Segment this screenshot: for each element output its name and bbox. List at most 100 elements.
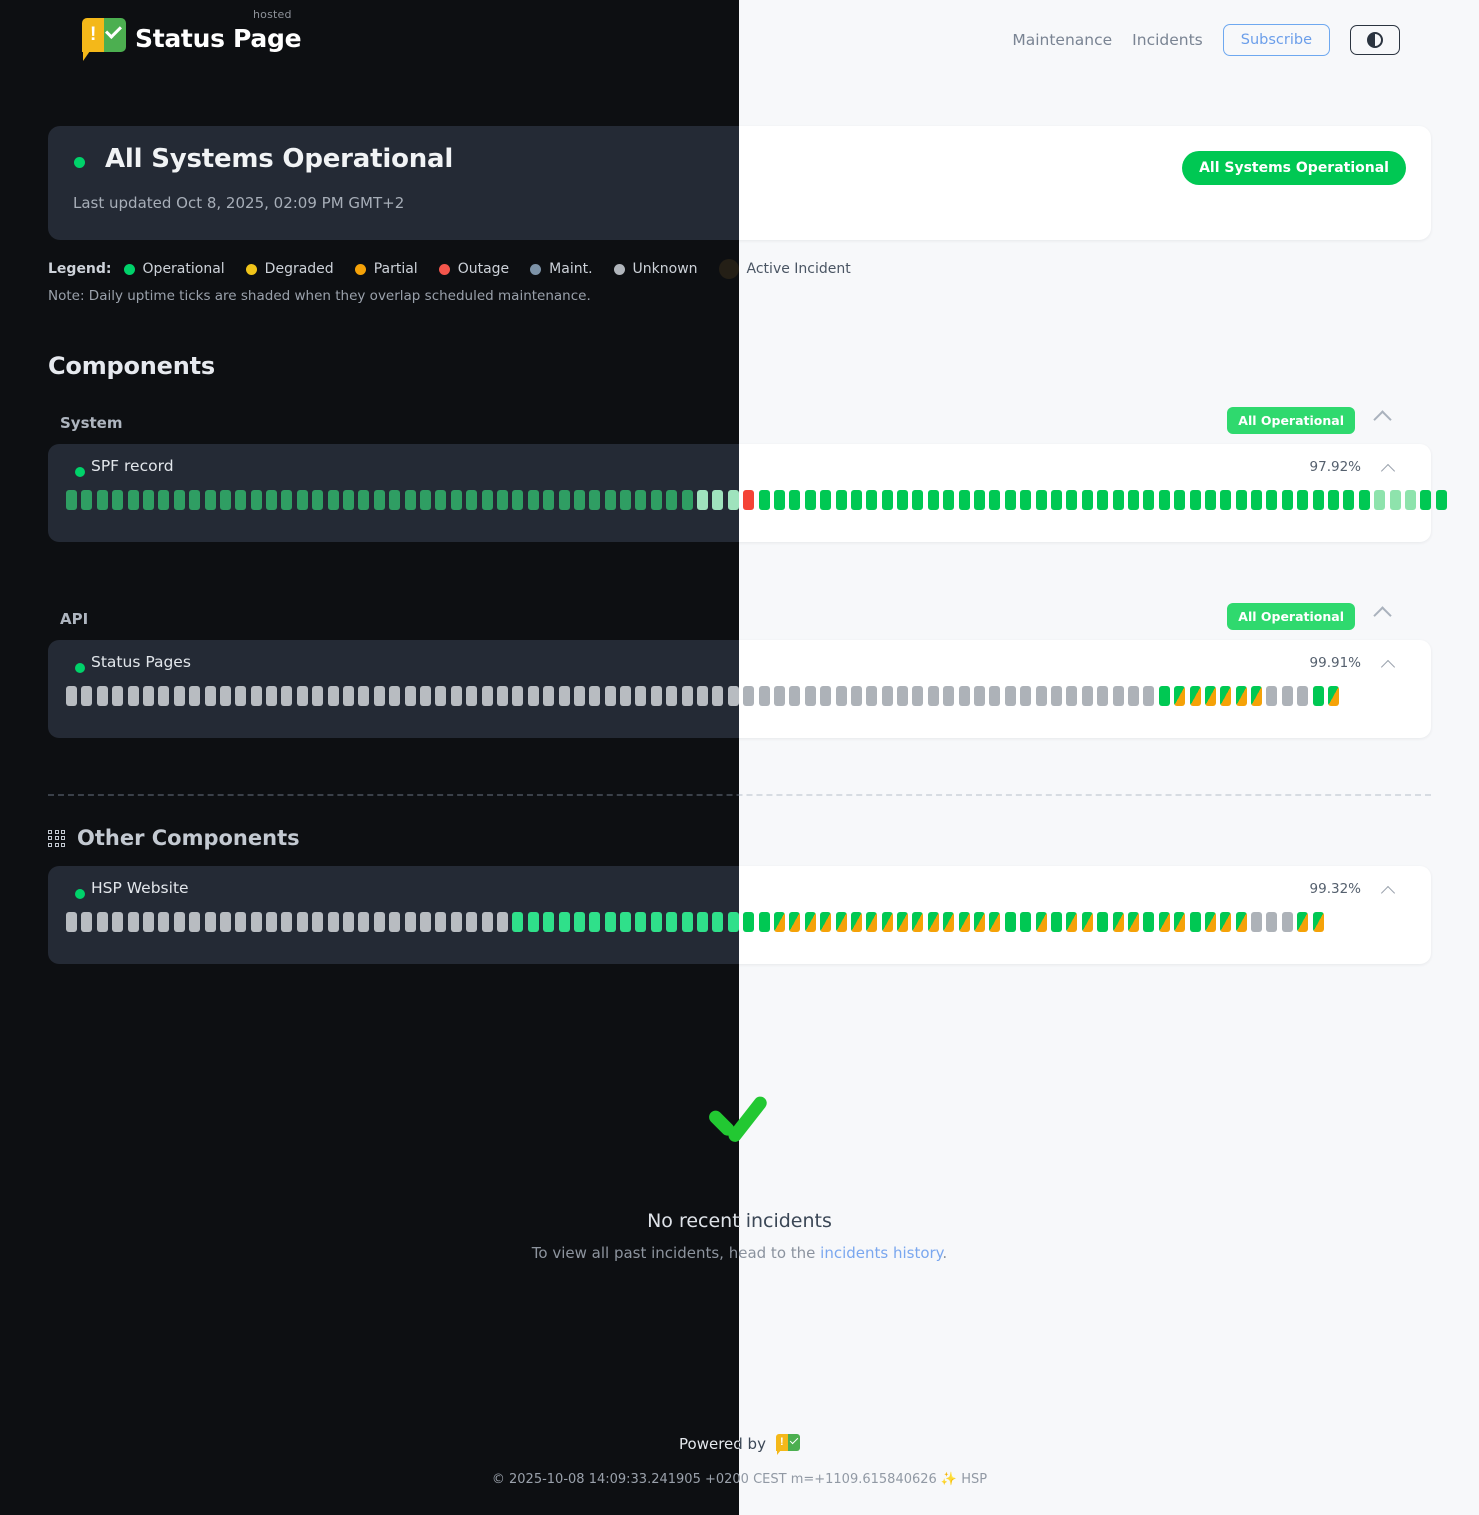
uptime-tick[interactable] <box>373 912 385 932</box>
uptime-tick[interactable] <box>1420 490 1432 510</box>
uptime-tick[interactable] <box>512 912 524 932</box>
uptime-tick[interactable] <box>835 912 847 932</box>
uptime-tick[interactable] <box>1051 686 1062 706</box>
chevron-up-icon[interactable] <box>1373 606 1392 625</box>
uptime-tick[interactable] <box>650 912 662 932</box>
uptime-tick[interactable] <box>543 686 555 706</box>
nav-incidents[interactable]: Incidents <box>1132 31 1203 49</box>
uptime-tick[interactable] <box>820 912 832 932</box>
uptime-tick[interactable] <box>712 686 724 706</box>
uptime-tick[interactable] <box>1174 686 1186 706</box>
uptime-tick[interactable] <box>773 490 785 510</box>
uptime-tick[interactable] <box>496 686 508 706</box>
uptime-tick[interactable] <box>1035 686 1047 706</box>
uptime-tick[interactable] <box>1204 686 1216 706</box>
uptime-tick[interactable] <box>958 912 970 932</box>
uptime-tick[interactable] <box>450 490 462 510</box>
uptime-tick[interactable] <box>512 490 524 510</box>
uptime-tick[interactable] <box>1035 912 1047 932</box>
uptime-tick[interactable] <box>1281 912 1293 932</box>
uptime-tick[interactable] <box>373 490 385 510</box>
uptime-tick[interactable] <box>1220 912 1232 932</box>
uptime-tick[interactable] <box>1051 490 1062 510</box>
uptime-tick[interactable] <box>343 490 355 510</box>
uptime-tick[interactable] <box>158 912 170 932</box>
uptime-tick[interactable] <box>96 912 108 932</box>
uptime-tick[interactable] <box>1127 490 1139 510</box>
uptime-tick[interactable] <box>343 912 355 932</box>
uptime-tick[interactable] <box>250 912 262 932</box>
uptime-tick[interactable] <box>281 686 293 706</box>
uptime-tick[interactable] <box>1189 912 1201 932</box>
component-row-hsp-website[interactable]: HSP Website 99.32% <box>739 866 1431 964</box>
uptime-tick[interactable] <box>589 912 601 932</box>
uptime-tick[interactable] <box>666 912 678 932</box>
uptime-tick[interactable] <box>1204 912 1216 932</box>
uptime-tick[interactable] <box>897 490 909 510</box>
uptime-tick[interactable] <box>204 686 216 706</box>
uptime-tick[interactable] <box>1235 912 1247 932</box>
uptime-tick[interactable] <box>727 686 739 706</box>
uptime-tick[interactable] <box>496 912 508 932</box>
uptime-tick[interactable] <box>389 912 401 932</box>
uptime-tick[interactable] <box>142 686 154 706</box>
uptime-tick[interactable] <box>235 490 247 510</box>
uptime-tick[interactable] <box>681 490 693 510</box>
uptime-tick[interactable] <box>142 912 154 932</box>
uptime-tick[interactable] <box>558 686 570 706</box>
uptime-tick[interactable] <box>296 490 308 510</box>
uptime-tick[interactable] <box>1066 490 1078 510</box>
uptime-tick[interactable] <box>204 912 216 932</box>
uptime-tick[interactable] <box>1374 490 1386 510</box>
uptime-tick[interactable] <box>758 490 770 510</box>
uptime-tick[interactable] <box>635 490 647 510</box>
uptime-tick[interactable] <box>850 912 862 932</box>
uptime-tick[interactable] <box>96 686 108 706</box>
uptime-tick[interactable] <box>974 912 986 932</box>
uptime-tick[interactable] <box>281 490 293 510</box>
uptime-tick[interactable] <box>358 686 370 706</box>
uptime-tick[interactable] <box>912 490 924 510</box>
uptime-tick[interactable] <box>327 686 339 706</box>
uptime-tick[interactable] <box>496 490 508 510</box>
uptime-tick[interactable] <box>266 490 278 510</box>
uptime-tick[interactable] <box>912 686 924 706</box>
uptime-tick[interactable] <box>312 912 324 932</box>
uptime-tick[interactable] <box>158 490 170 510</box>
uptime-tick[interactable] <box>712 912 724 932</box>
uptime-tick[interactable] <box>1112 912 1124 932</box>
uptime-tick[interactable] <box>296 912 308 932</box>
uptime-tick[interactable] <box>1266 912 1278 932</box>
uptime-tick[interactable] <box>173 912 185 932</box>
uptime-tick[interactable] <box>1143 490 1155 510</box>
chevron-up-icon[interactable] <box>1373 410 1392 429</box>
uptime-tick[interactable] <box>1281 686 1293 706</box>
uptime-tick[interactable] <box>943 912 955 932</box>
uptime-tick[interactable] <box>866 912 878 932</box>
uptime-tick[interactable] <box>620 912 632 932</box>
uptime-tick[interactable] <box>66 686 77 706</box>
uptime-tick[interactable] <box>543 912 555 932</box>
uptime-tick[interactable] <box>250 686 262 706</box>
uptime-tick[interactable] <box>697 912 709 932</box>
uptime-tick[interactable] <box>127 686 139 706</box>
uptime-tick[interactable] <box>927 490 939 510</box>
uptime-tick[interactable] <box>219 912 231 932</box>
uptime-tick[interactable] <box>866 686 878 706</box>
uptime-tick[interactable] <box>1112 686 1124 706</box>
subscribe-button[interactable]: Subscribe <box>1222 24 1330 56</box>
uptime-tick[interactable] <box>1343 490 1355 510</box>
uptime-tick[interactable] <box>773 686 785 706</box>
uptime-tick[interactable] <box>404 490 416 510</box>
chevron-up-icon[interactable] <box>1380 463 1396 479</box>
uptime-tick[interactable] <box>943 490 955 510</box>
uptime-tick[interactable] <box>158 686 170 706</box>
uptime-tick[interactable] <box>189 490 201 510</box>
uptime-tick[interactable] <box>112 686 124 706</box>
uptime-tick[interactable] <box>820 686 832 706</box>
uptime-tick[interactable] <box>727 912 739 932</box>
uptime-tick[interactable] <box>927 686 939 706</box>
uptime-tick[interactable] <box>881 686 893 706</box>
uptime-tick[interactable] <box>620 686 632 706</box>
uptime-tick[interactable] <box>850 686 862 706</box>
